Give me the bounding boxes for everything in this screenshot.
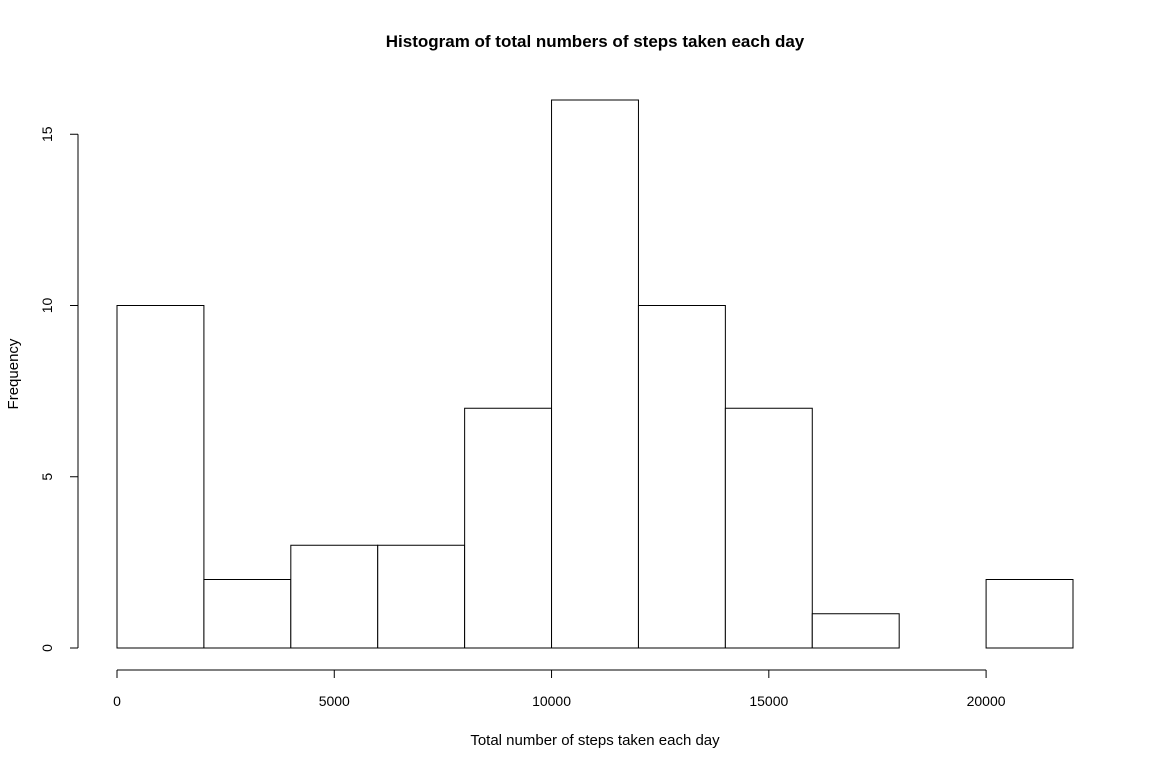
histogram-bar-3 (377, 544, 466, 649)
y-axis: 0 5 10 15 (39, 126, 79, 652)
x-tick-label: 20000 (967, 693, 1006, 709)
y-tick-label: 10 (39, 298, 55, 314)
y-axis-label: Frequency (5, 338, 22, 409)
histogram-bar-10 (985, 579, 1074, 649)
x-tick-label: 5000 (319, 693, 350, 709)
bars-group (116, 99, 1074, 649)
histogram-bar-2 (290, 544, 379, 649)
x-axis-label: Total number of steps taken each day (470, 732, 720, 749)
histogram-bar-5 (551, 99, 639, 649)
histogram-bar-1 (203, 579, 292, 649)
histogram-bar-4 (464, 407, 553, 649)
histogram-bar-6 (637, 305, 726, 649)
y-tick-label: 5 (39, 473, 55, 481)
histogram-bar-0 (116, 305, 205, 649)
chart-title: Histogram of total numbers of steps take… (386, 32, 805, 51)
x-axis: 0 5000 10000 15000 20000 (113, 669, 1006, 709)
x-tick-label: 10000 (532, 693, 571, 709)
y-tick-label: 15 (39, 126, 55, 142)
x-tick-label: 15000 (749, 693, 788, 709)
y-tick-label: 0 (39, 644, 55, 652)
histogram-bar-7 (724, 407, 813, 649)
histogram-bar-8 (811, 613, 900, 649)
x-tick-label: 0 (113, 693, 121, 709)
